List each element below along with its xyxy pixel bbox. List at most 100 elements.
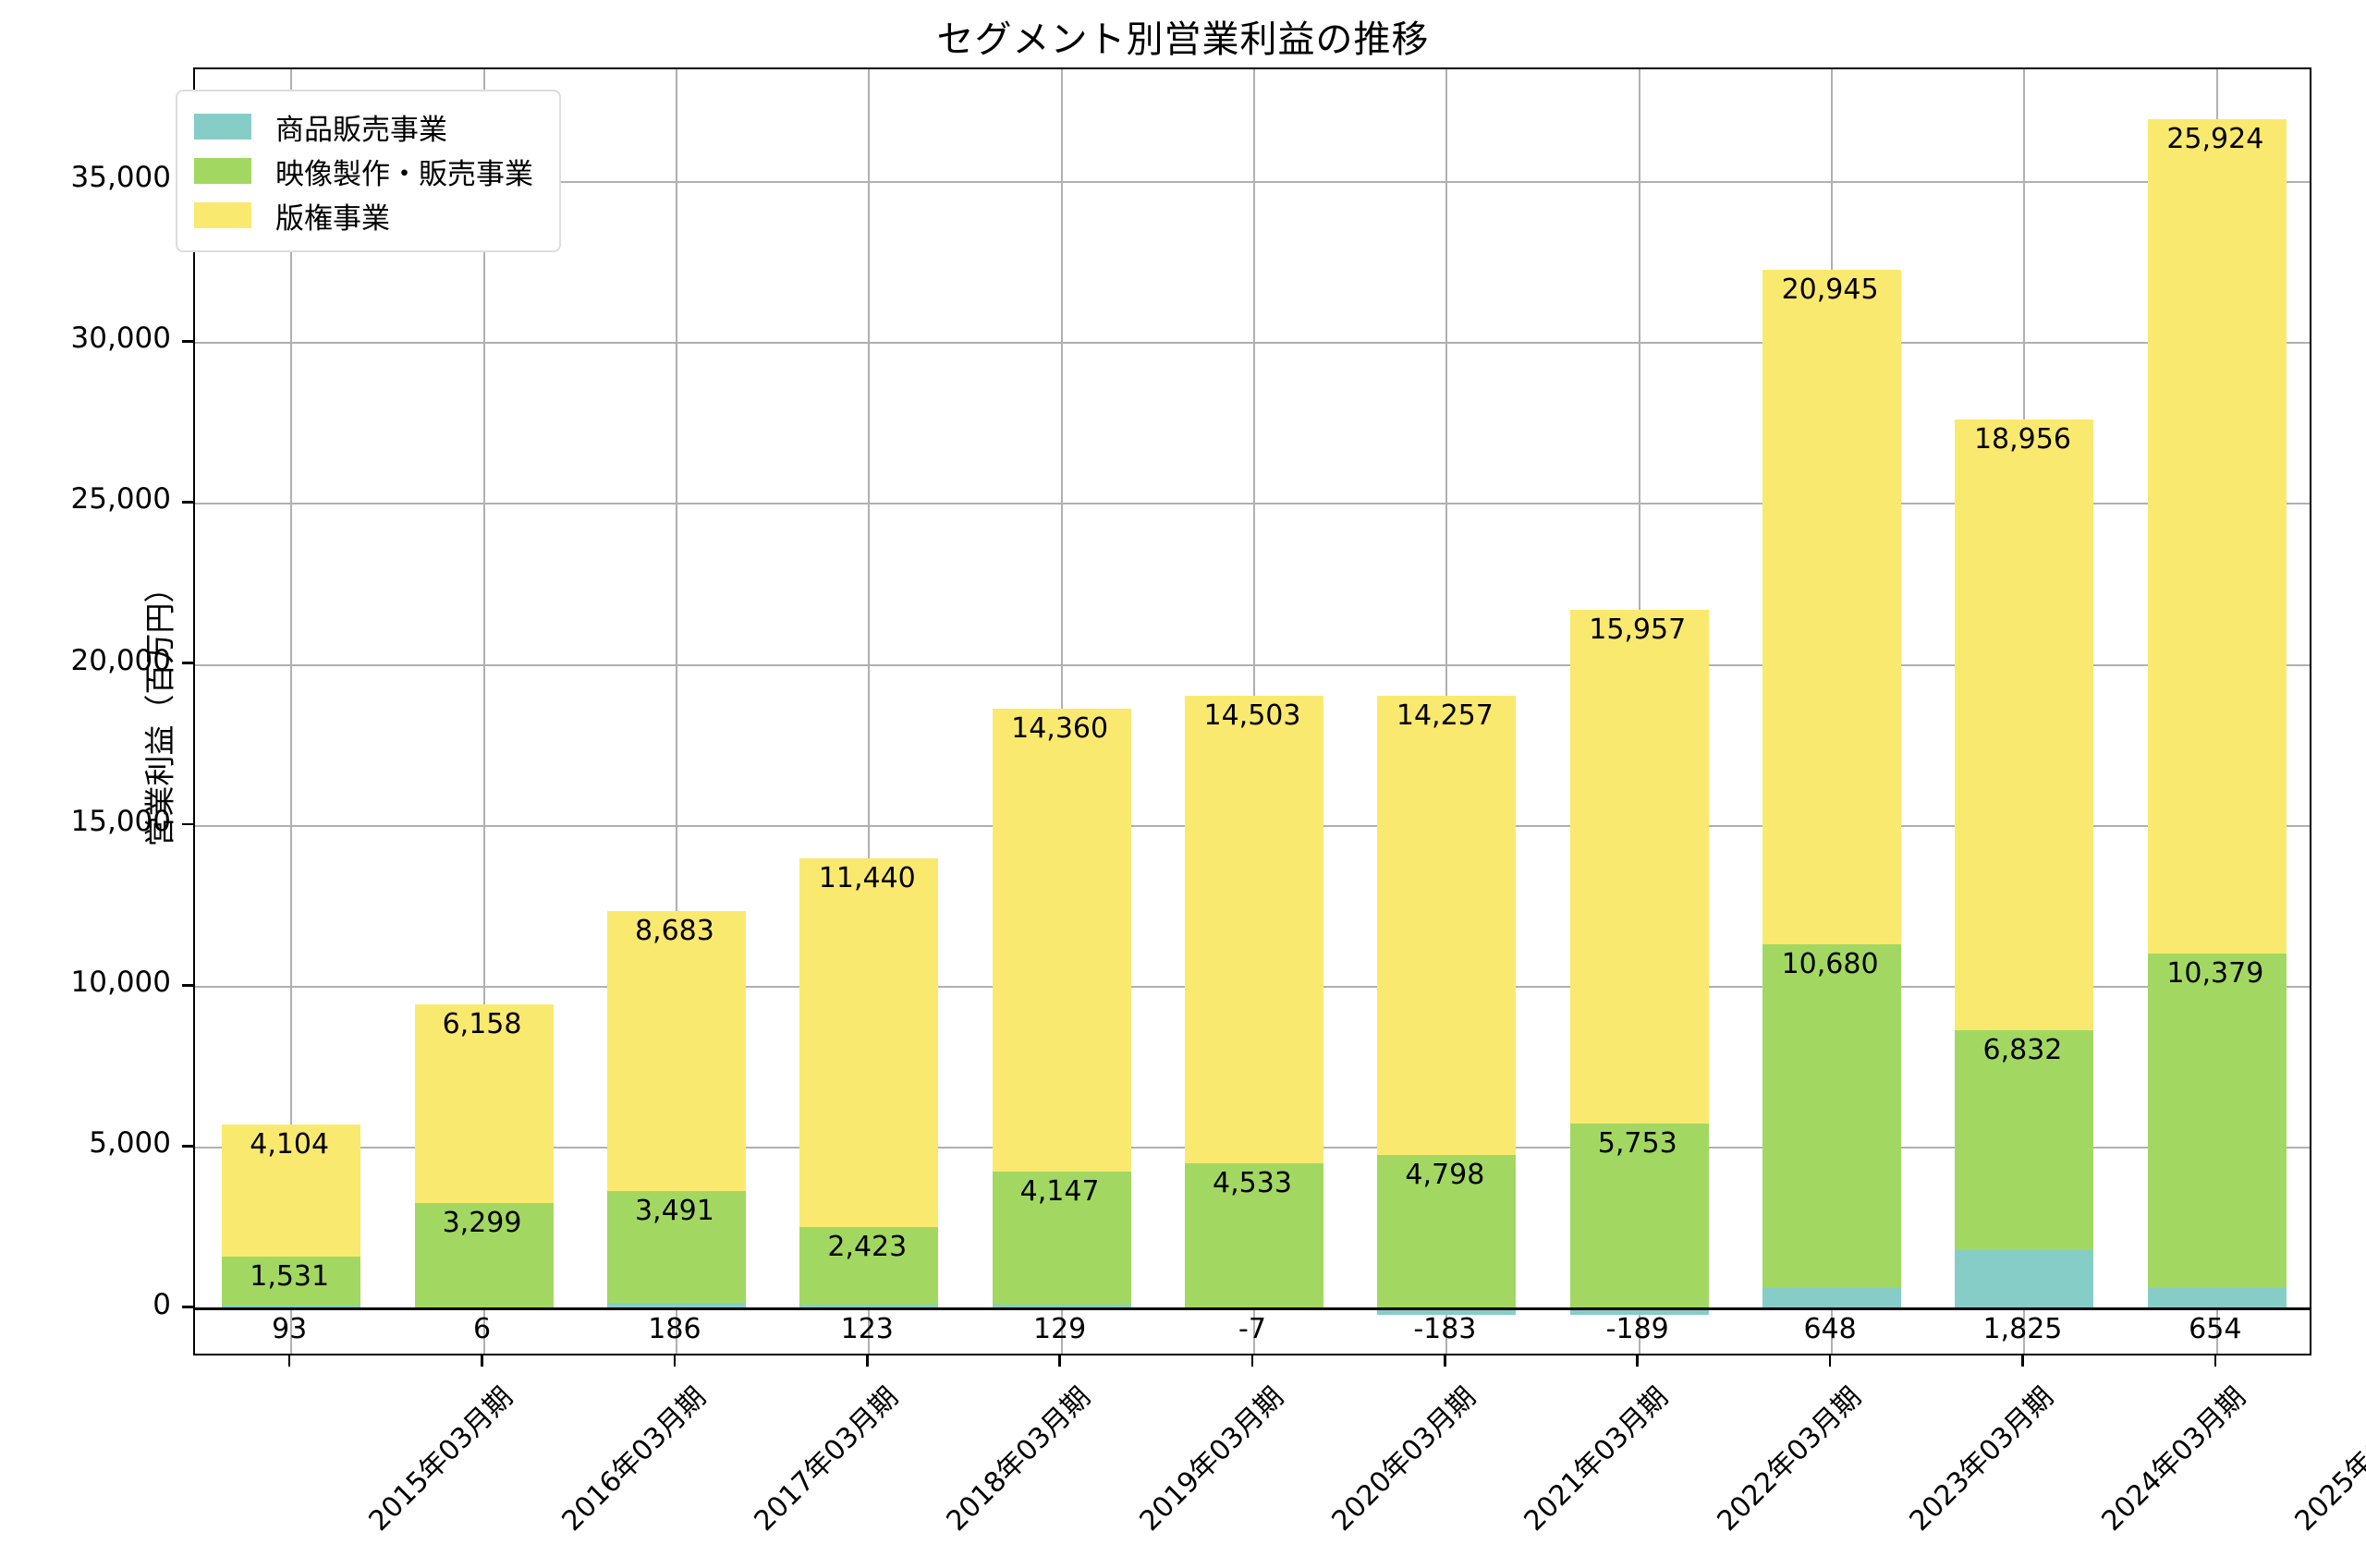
x-tick-label: 2020年03月期 (1325, 1380, 1482, 1538)
legend-item-label: 版権事業 (275, 201, 390, 236)
y-tick-label: 10,000 (70, 966, 171, 1000)
bar-value-label-shouhin: -189 (1605, 1312, 1669, 1345)
bar-value-label-eizou: 10,680 (1781, 947, 1879, 980)
y-tick-label: 15,000 (70, 804, 171, 838)
legend-item-label: 商品販売事業 (275, 113, 447, 147)
x-tick-label: 2015年03月期 (362, 1380, 520, 1538)
legend-item[interactable]: 商品販売事業 (194, 104, 533, 149)
bar-segment-eizou (1569, 1124, 1709, 1309)
y-tick-mark (182, 822, 193, 826)
bar-segment-shouhin (1377, 1308, 1517, 1316)
x-tick-mark (1058, 1355, 1061, 1367)
y-tick-label: 0 (152, 1287, 171, 1321)
bar-segment-shouhin (606, 1303, 746, 1309)
legend-swatch-icon (194, 202, 251, 228)
x-tick-label: 2024年03月期 (2096, 1380, 2253, 1538)
y-tick-label: 30,000 (70, 322, 171, 356)
bar-segment-shouhin (1569, 1308, 1709, 1316)
y-gridline (195, 663, 2310, 666)
bar-value-label-eizou: 5,753 (1597, 1127, 1677, 1161)
x-gridline (482, 69, 485, 1354)
x-tick-label: 2025年03月期 (2288, 1380, 2366, 1538)
legend-item[interactable]: 版権事業 (194, 193, 533, 237)
bar-segment-eizou (222, 1257, 361, 1307)
bar-value-label-hanken: 11,440 (818, 862, 916, 895)
x-tick-mark (673, 1355, 677, 1367)
legend-swatch-icon (194, 158, 251, 184)
y-gridline (195, 180, 2310, 183)
bar-segment-hanken (2147, 118, 2287, 954)
bar-segment-hanken (222, 1124, 361, 1258)
bar-value-label-eizou: 3,491 (634, 1194, 714, 1227)
bar-value-label-eizou: 2,423 (827, 1230, 908, 1263)
x-gridline (290, 69, 293, 1354)
x-tick-label: 2019年03月期 (1133, 1380, 1290, 1538)
y-tick-mark (182, 339, 193, 343)
bar-value-label-hanken: 14,503 (1203, 699, 1301, 733)
x-gridline (868, 69, 871, 1354)
y-gridline (195, 342, 2310, 345)
bar-segment-eizou (1377, 1154, 1517, 1309)
bar-value-label-shouhin: 654 (2189, 1312, 2242, 1345)
bar-value-label-shouhin: -183 (1413, 1312, 1477, 1345)
x-tick-mark (1250, 1355, 1254, 1367)
bar-value-label-hanken: 25,924 (2166, 122, 2264, 155)
bar-segment-shouhin (2147, 1287, 2287, 1309)
bar-value-label-hanken: 14,360 (1011, 712, 1109, 746)
bar-value-label-eizou: 6,832 (1982, 1034, 2063, 1067)
plot-area (193, 67, 2311, 1355)
x-tick-mark (1444, 1355, 1446, 1367)
bar-value-label-hanken: 20,945 (1781, 273, 1879, 306)
x-tick-mark (1828, 1355, 1832, 1367)
bar-segment-eizou (2147, 954, 2287, 1288)
y-tick-mark (182, 1145, 193, 1148)
x-tick-mark (481, 1355, 483, 1367)
bar-segment-eizou (1184, 1162, 1323, 1309)
bar-value-label-eizou: 10,379 (2166, 957, 2264, 991)
bar-value-label-eizou: 4,798 (1405, 1158, 1485, 1191)
bar-segment-hanken (1569, 610, 1709, 1124)
bar-value-label-eizou: 4,533 (1213, 1166, 1292, 1199)
bar-value-label-shouhin: 1,825 (1982, 1312, 2063, 1345)
bar-segment-eizou (1955, 1030, 2094, 1251)
x-gridline (675, 69, 677, 1354)
bar-segment-hanken (992, 709, 1131, 1172)
bar-segment-eizou (414, 1202, 554, 1309)
chart-legend: 商品販売事業 映像製作・販売事業版権事業 (176, 90, 561, 252)
bar-segment-hanken (1377, 695, 1517, 1155)
y-tick-mark (182, 662, 193, 665)
bar-segment-shouhin (992, 1305, 1131, 1309)
bar-value-label-shouhin: 6 (472, 1312, 492, 1345)
bar-value-label-hanken: 15,957 (1589, 614, 1687, 647)
bar-value-label-hanken: 6,158 (442, 1007, 522, 1040)
bar-value-label-shouhin: 648 (1803, 1312, 1857, 1345)
bar-value-label-shouhin: 93 (272, 1312, 308, 1345)
bar-segment-eizou (992, 1171, 1131, 1306)
x-tick-label: 2016年03月期 (555, 1380, 713, 1538)
bar-segment-shouhin (799, 1305, 939, 1309)
legend-item[interactable]: 映像製作・販売事業 (194, 149, 533, 193)
bar-value-label-shouhin: -7 (1238, 1312, 1266, 1345)
bar-segment-hanken (799, 858, 939, 1227)
y-tick-label: 35,000 (70, 160, 171, 194)
zero-baseline (195, 1307, 2310, 1311)
bar-segment-hanken (414, 1003, 554, 1203)
bar-segment-eizou (606, 1190, 746, 1304)
bar-segment-eizou (799, 1226, 939, 1306)
x-tick-label: 2023年03月期 (1903, 1380, 2061, 1538)
x-tick-mark (1636, 1355, 1640, 1367)
bar-value-label-hanken: 8,683 (634, 914, 714, 947)
bar-segment-shouhin (222, 1306, 361, 1309)
bar-value-label-eizou: 1,531 (250, 1260, 330, 1294)
bar-value-label-shouhin: 129 (1032, 1312, 1087, 1345)
x-tick-label: 2017年03月期 (748, 1380, 905, 1538)
x-tick-label: 2021年03月期 (1518, 1380, 1676, 1538)
bar-value-label-hanken: 14,257 (1396, 699, 1494, 732)
x-tick-label: 2018年03月期 (940, 1380, 1098, 1538)
bar-value-label-hanken: 18,956 (1973, 423, 2071, 456)
bar-value-label-eizou: 4,147 (1019, 1174, 1100, 1208)
bar-segment-hanken (1762, 270, 1902, 944)
y-tick-mark (182, 1306, 193, 1309)
y-tick-mark (182, 501, 193, 504)
y-gridline (195, 503, 2310, 505)
